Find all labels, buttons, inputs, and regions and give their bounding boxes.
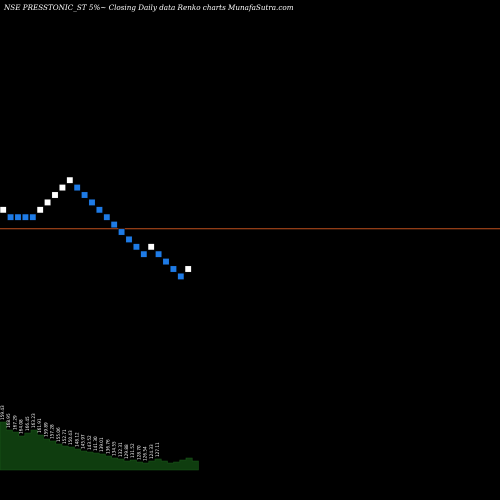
volume-label: 128.70 — [136, 445, 141, 460]
volume-label: 167.29 — [12, 415, 17, 430]
volume-label: 159.89 — [43, 422, 48, 437]
chart-title: NSE PRESSTONIC_ST 5%~ Closing Daily data… — [4, 3, 294, 12]
renko-brick — [66, 176, 74, 184]
volume-label: 127.11 — [155, 442, 160, 457]
renko-brick — [103, 213, 111, 221]
volume-label: 145.97 — [81, 434, 86, 449]
renko-brick — [29, 213, 37, 221]
renko-brick — [7, 213, 15, 221]
volume-label: 139.01 — [99, 437, 104, 452]
renko-brick — [162, 258, 170, 266]
brick-layer — [0, 176, 192, 280]
renko-brick — [132, 243, 140, 251]
volume-label: 134.55 — [112, 441, 117, 456]
volume-label: 157.28 — [50, 424, 55, 439]
renko-brick — [58, 184, 66, 192]
renko-brick — [147, 243, 155, 251]
renko-brick — [184, 265, 192, 273]
volume-label: 124.33 — [149, 444, 154, 459]
volume-layer — [0, 421, 199, 471]
renko-brick — [44, 198, 52, 206]
volume-label: 150.43 — [68, 430, 73, 445]
volume-label: 141.30 — [93, 436, 98, 451]
renko-brick — [118, 228, 126, 236]
volume-area — [0, 421, 199, 471]
volume-label: 126.54 — [143, 446, 148, 461]
volume-label: 163.23 — [31, 413, 36, 428]
volume-label: 132.31 — [118, 442, 123, 457]
renko-brick — [125, 235, 133, 243]
volume-label: 129.88 — [124, 444, 129, 459]
renko-brick — [177, 272, 185, 280]
volume-label: 159.43 — [0, 405, 5, 420]
renko-brick — [110, 221, 118, 229]
renko-brick — [140, 250, 148, 258]
renko-brick — [0, 206, 7, 214]
renko-brick — [21, 213, 29, 221]
volume-label: 161.91 — [37, 418, 42, 433]
renko-brick — [88, 198, 96, 206]
volume-label: 155.06 — [56, 427, 61, 442]
volume-label: 148.12 — [74, 432, 79, 447]
renko-brick — [155, 250, 163, 258]
renko-brick — [51, 191, 59, 199]
renko-brick — [73, 184, 81, 192]
renko-brick — [95, 206, 103, 214]
volume-label: 168.95 — [6, 413, 11, 428]
renko-brick — [14, 213, 22, 221]
volume-label: 166.45 — [25, 416, 30, 431]
renko-brick — [169, 265, 177, 273]
renko-brick — [81, 191, 89, 199]
volume-label: 164.08 — [19, 419, 24, 434]
volume-label: 136.76 — [105, 439, 110, 454]
volume-label: 143.52 — [87, 435, 92, 450]
volume-label: 152.71 — [62, 429, 67, 444]
renko-brick — [36, 206, 44, 214]
volume-label: 131.52 — [130, 443, 135, 458]
